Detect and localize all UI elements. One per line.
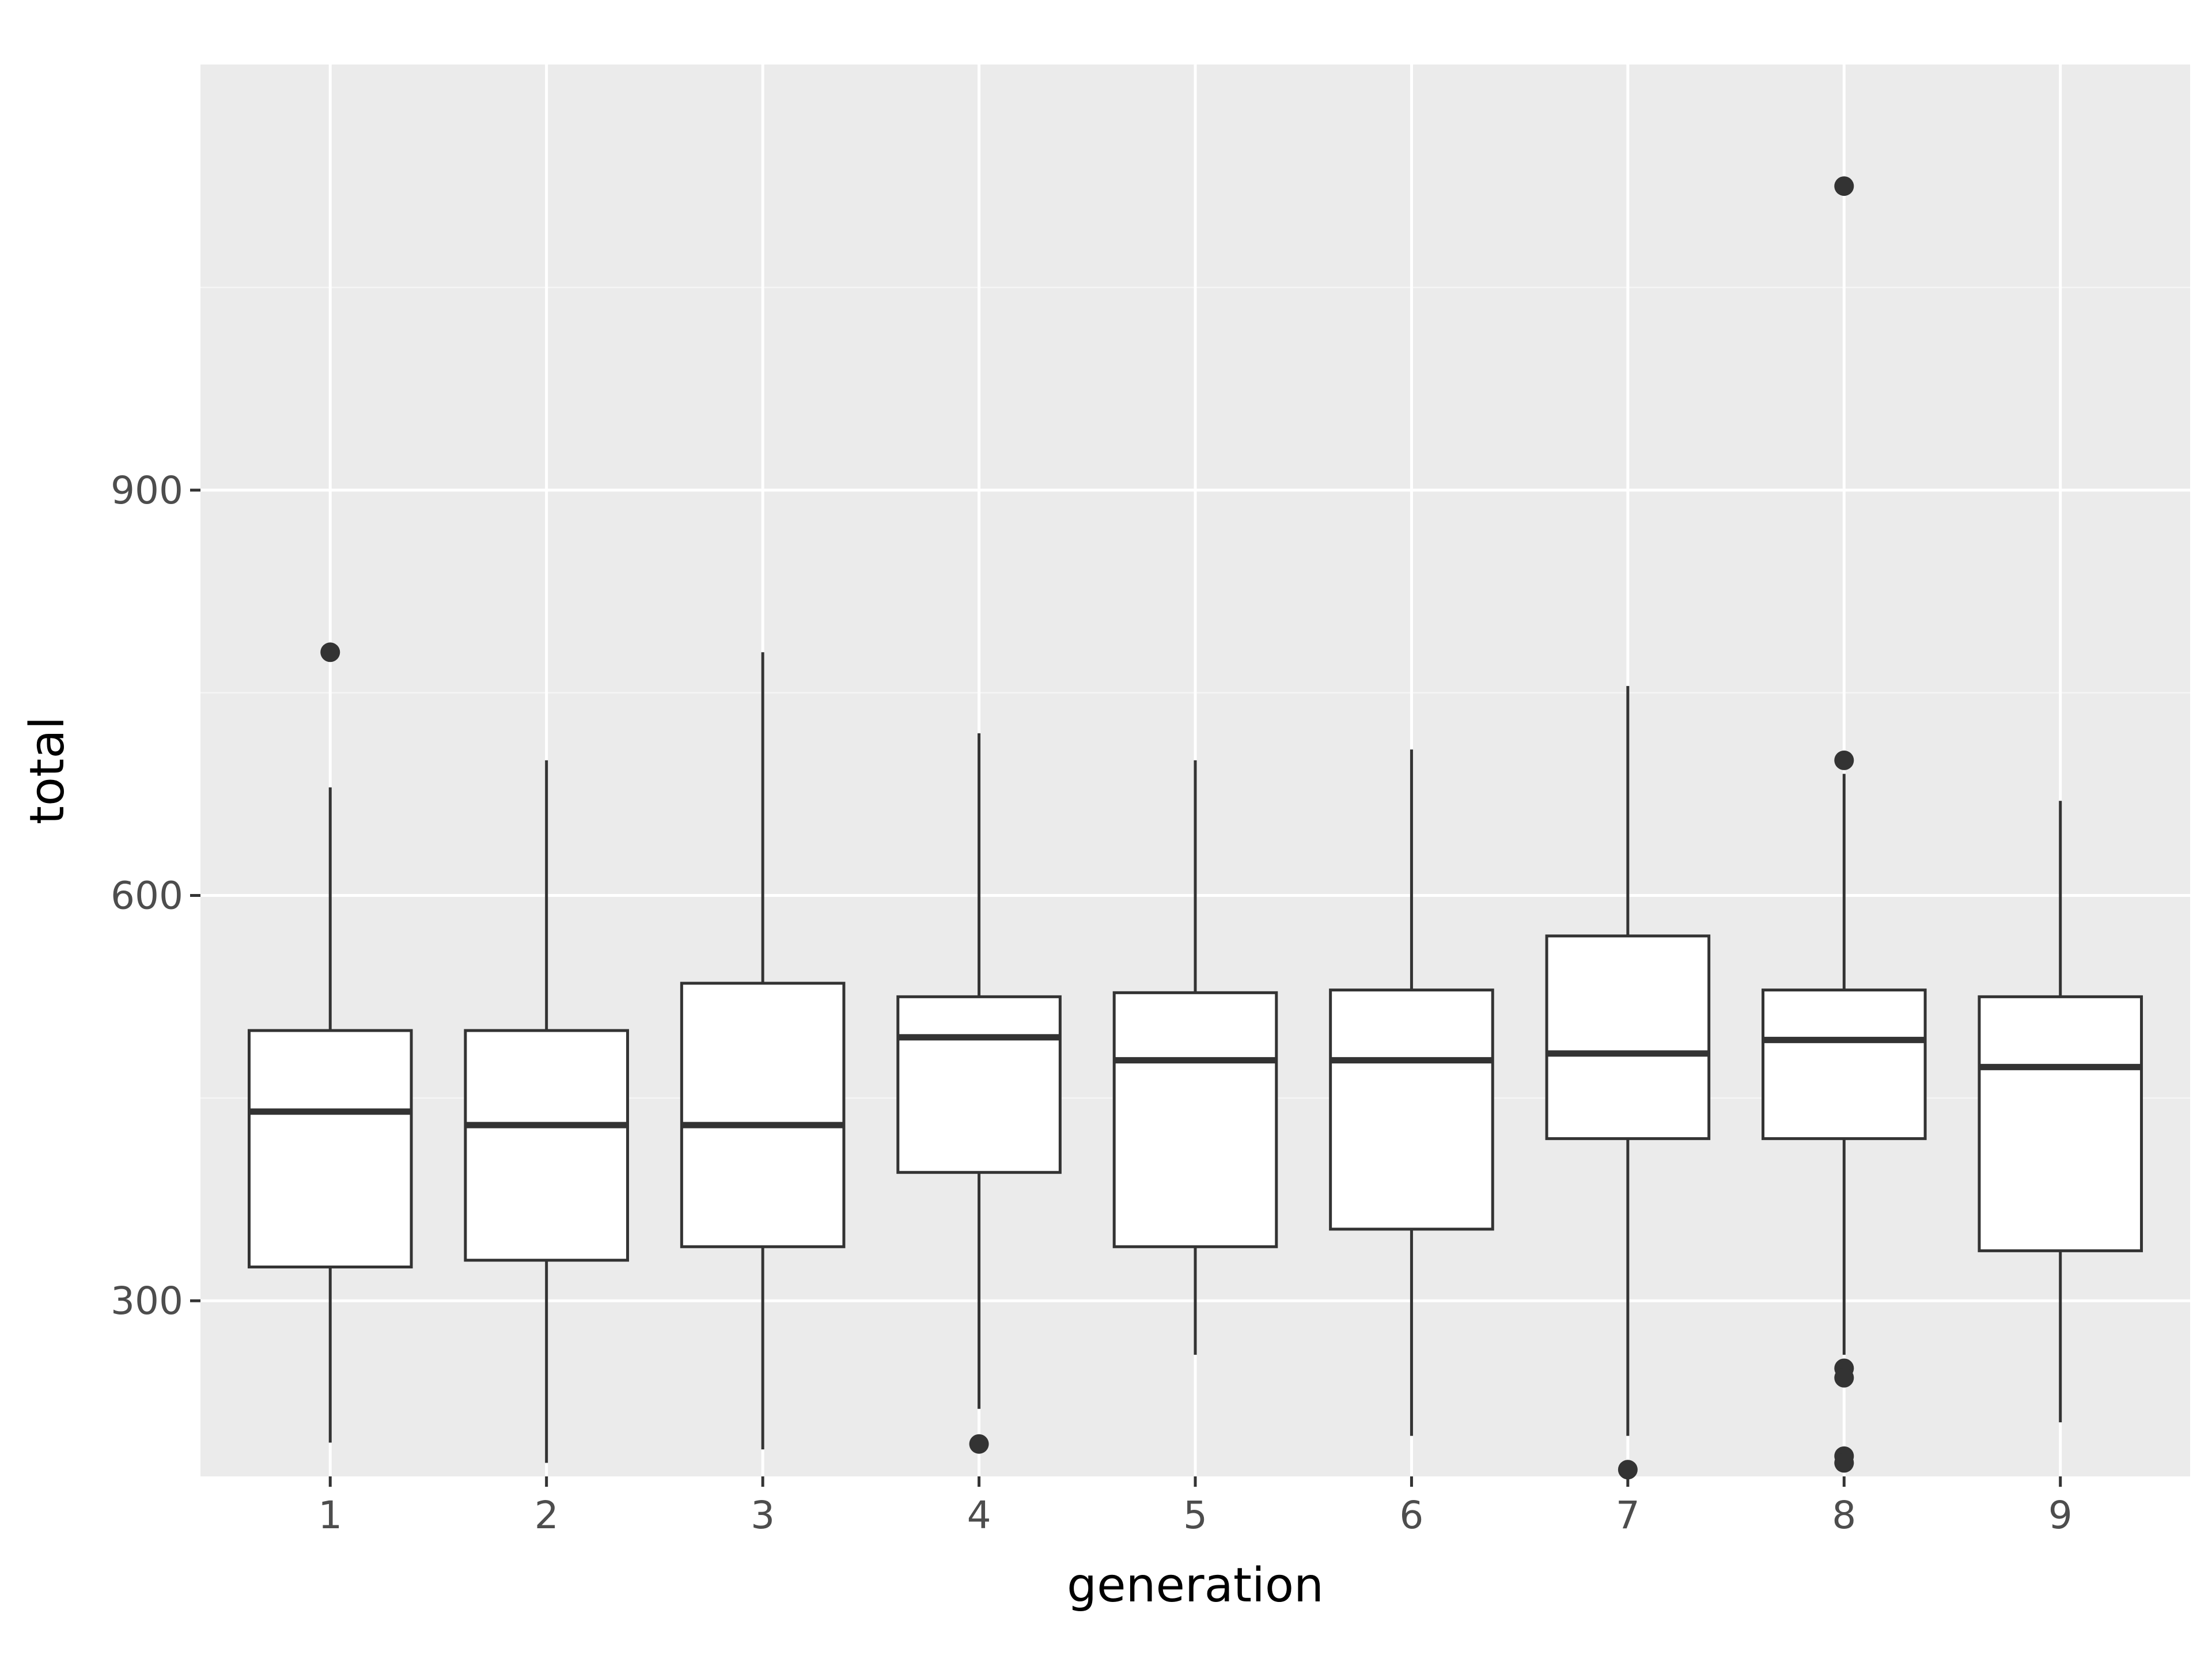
x-tick-label: 9 (2048, 1493, 2073, 1537)
box-group-gen-2 (464, 760, 629, 1463)
outlier-point (1834, 1368, 1854, 1388)
box-group-gen-6 (1329, 749, 1494, 1436)
box-group-gen-5 (1112, 760, 1278, 1355)
outlier-point (1834, 750, 1854, 770)
y-tick-label: 900 (111, 468, 183, 513)
box (896, 995, 1062, 1174)
box-group-gen-9 (1978, 801, 2143, 1423)
outlier-point (1618, 1460, 1638, 1480)
box-group-gen-3 (680, 652, 846, 1450)
axis-layer: 300 600 900 1 2 3 4 5 6 7 8 9 (111, 468, 2073, 1537)
y-tick-label: 600 (111, 873, 183, 918)
box (680, 982, 846, 1248)
outlier-point (1834, 176, 1854, 196)
x-axis-title: generation (1067, 1558, 1324, 1613)
x-tick-label: 6 (1399, 1493, 1423, 1537)
x-tick-label: 3 (751, 1493, 775, 1537)
x-tick-label: 1 (318, 1493, 342, 1537)
box-layer (247, 176, 2143, 1480)
box (464, 1029, 629, 1262)
box-group-gen-7 (1545, 685, 1711, 1480)
box (1978, 995, 2143, 1252)
outlier-point (1834, 1453, 1854, 1473)
x-tick-label: 4 (967, 1493, 991, 1537)
box (1329, 988, 1494, 1231)
x-tick-label: 7 (1616, 1493, 1640, 1537)
x-tick-label: 5 (1183, 1493, 1207, 1537)
outlier-point (969, 1434, 989, 1454)
box (1112, 991, 1278, 1248)
y-tick-label: 300 (111, 1279, 183, 1323)
x-tick-label: 8 (1832, 1493, 1856, 1537)
y-axis-title: total (20, 717, 75, 825)
box-group-gen-4 (896, 733, 1062, 1454)
outlier-point (320, 642, 340, 662)
box (1762, 988, 1927, 1141)
box (1545, 934, 1711, 1141)
x-tick-label: 2 (535, 1493, 559, 1537)
box (247, 1029, 413, 1268)
box-group-gen-1 (247, 642, 413, 1443)
box-group-gen-8 (1762, 176, 1927, 1473)
